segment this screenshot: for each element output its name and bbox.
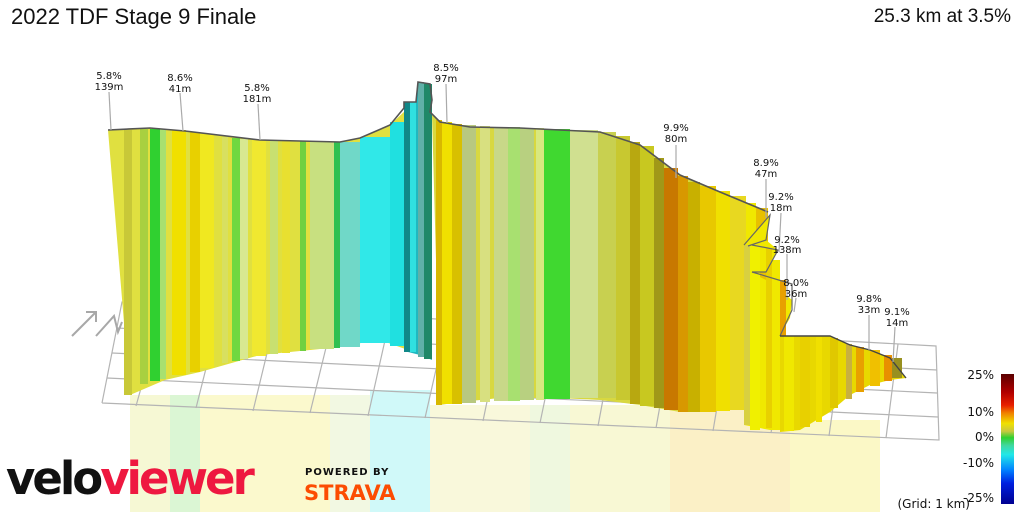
legend-tick-minus-10: -10% bbox=[962, 456, 994, 470]
annotation-6-gradient: 8.9% bbox=[753, 158, 778, 169]
profile-outline bbox=[107, 81, 769, 213]
direction-arrow-icon bbox=[71, 311, 123, 337]
strava-logo[interactable]: STRAVA bbox=[304, 481, 396, 505]
annotation-9-length: 36m bbox=[785, 289, 807, 300]
legend-tick-0: 0% bbox=[974, 430, 994, 444]
annotation-10-length: 33m bbox=[858, 305, 880, 316]
powered-by-label: POWERED BY bbox=[305, 467, 390, 478]
ribbon-section-4-hairpins bbox=[743, 213, 793, 430]
annotation-5-length: 80m bbox=[665, 134, 687, 145]
annotation-3-gradient: 5.8% bbox=[244, 83, 269, 94]
veloviewer-logo[interactable]: veloviewer bbox=[6, 452, 255, 505]
ribbon-section-2 bbox=[404, 82, 432, 360]
ribbon-section-1 bbox=[108, 110, 408, 395]
ribbon-reflection bbox=[130, 390, 880, 512]
annotation-3-length: 181m bbox=[243, 94, 272, 105]
annotation-11-length: 14m bbox=[886, 318, 908, 329]
logo-velo: velo bbox=[6, 452, 103, 505]
annotation-5-gradient: 9.9% bbox=[663, 123, 688, 134]
route-summary: 25.3 km at 3.5% bbox=[873, 6, 1011, 27]
annotation-4-gradient: 8.5% bbox=[433, 63, 458, 74]
annotation-11-gradient: 9.1% bbox=[884, 307, 909, 318]
gradient-color-legend: 25% 10% 0% -10% -25% bbox=[906, 368, 1016, 506]
annotation-2-gradient: 8.6% bbox=[167, 73, 192, 84]
annotation-6-length: 47m bbox=[755, 169, 777, 180]
annotation-labels: 5.8% 139m 8.6% 41m 5.8% 181m 8.5% 97m 9.… bbox=[95, 63, 910, 329]
annotation-1-length: 139m bbox=[95, 82, 124, 93]
gradient-color-scale bbox=[1001, 374, 1014, 504]
legend-tick-minus-25: -25% bbox=[962, 491, 994, 505]
annotation-leaders bbox=[108, 83, 896, 363]
annotation-4-length: 97m bbox=[435, 74, 457, 85]
annotation-1-gradient: 5.8% bbox=[96, 71, 121, 82]
annotation-2-length: 41m bbox=[169, 84, 191, 95]
grid-scale-note: (Grid: 1 km) bbox=[897, 497, 971, 511]
annotation-9-gradient: 8.0% bbox=[783, 278, 808, 289]
annotation-7-gradient: 9.2% bbox=[768, 192, 793, 203]
logo-viewer: viewer bbox=[100, 452, 255, 505]
annotation-8-length: 138m bbox=[773, 245, 802, 256]
annotation-8-gradient: 9.2% bbox=[774, 235, 799, 246]
ribbon-section-3 bbox=[432, 115, 768, 412]
legend-tick-10: 10% bbox=[967, 405, 994, 419]
chart-title: 2022 TDF Stage 9 Finale bbox=[11, 4, 257, 29]
annotation-7-length: 18m bbox=[770, 203, 792, 214]
ribbon-section-5-finish bbox=[780, 336, 906, 432]
annotation-10-gradient: 9.8% bbox=[856, 294, 881, 305]
legend-tick-25: 25% bbox=[967, 368, 994, 382]
